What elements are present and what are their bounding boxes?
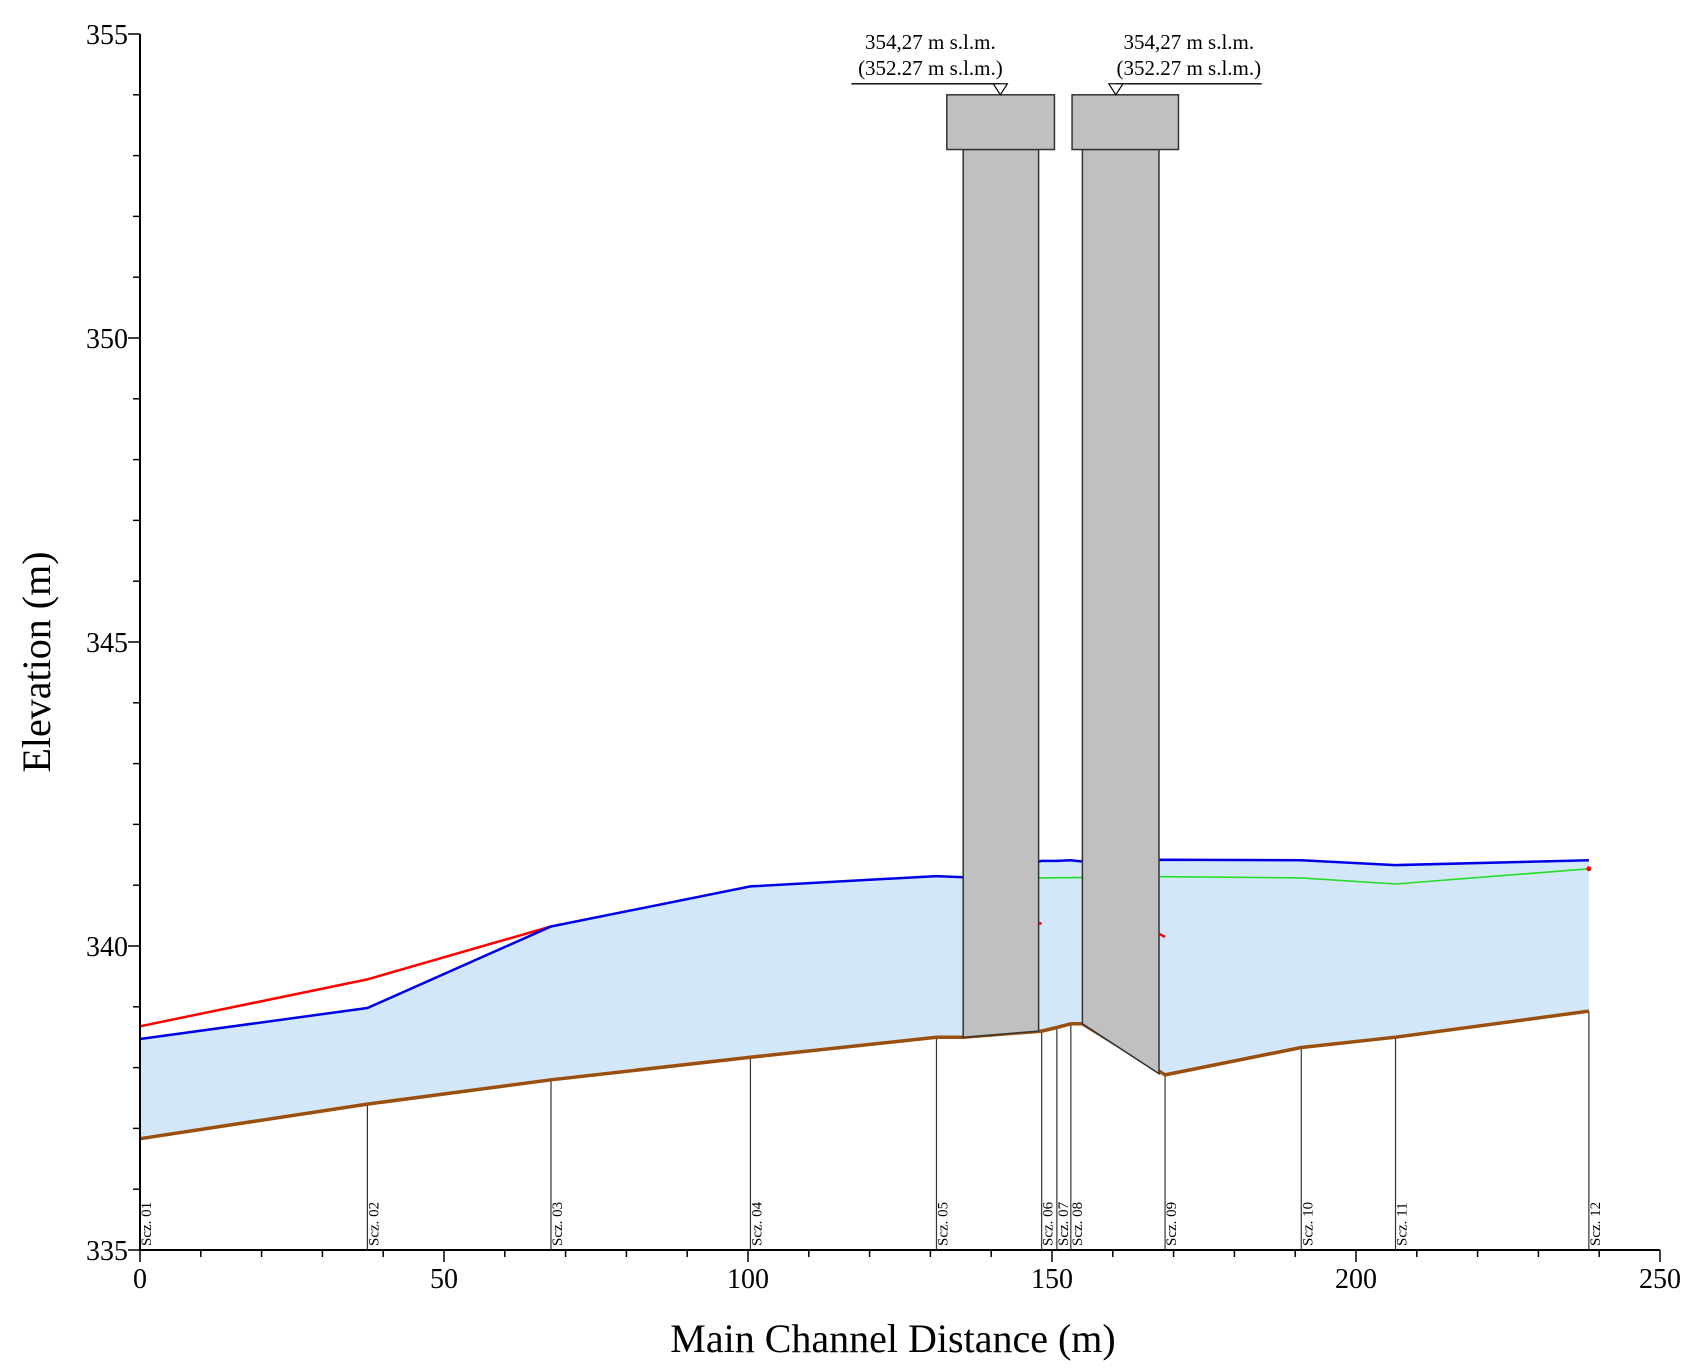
bridge-label-bottom-2: (352.27 m s.l.m.) <box>1116 56 1261 80</box>
x-tick-label-150: 150 <box>1031 1264 1073 1295</box>
y-tick-label-340: 340 <box>86 932 128 963</box>
bridge-marker-1 <box>992 83 1009 96</box>
section-label-2: Scz. 02 <box>366 1202 382 1246</box>
bridge-deck-1 <box>946 94 1056 151</box>
section-label-9: Scz. 09 <box>1164 1202 1180 1246</box>
water-surface-line <box>139 858 1589 1041</box>
bridge-label-bottom-1: (352.27 m s.l.m.) <box>858 56 1003 80</box>
bridge-label-top-2: 354,27 m s.l.m. <box>1123 30 1254 54</box>
section-label-7: Scz. 07 <box>1056 1201 1072 1246</box>
bridge-deck-2 <box>1071 94 1180 151</box>
water-fill <box>140 859 1589 1139</box>
section-label-4: Scz. 04 <box>749 1201 765 1246</box>
y-tick-label-335: 335 <box>86 1236 128 1267</box>
labels-layer: Scz. 01 Scz. 02 Scz. 03 Scz. 04 Scz. 05 Scz. … <box>139 30 1604 1246</box>
x-tick-label-250: 250 <box>1639 1264 1681 1295</box>
section-label-1: Scz. 01 <box>139 1202 155 1246</box>
critical-depth-line-1 <box>139 925 552 1028</box>
y-tick-label-350: 350 <box>86 324 128 355</box>
y-tick-label-345: 345 <box>86 628 128 659</box>
bridge-pier-2 <box>1081 148 1160 1076</box>
x-tick-label-0: 0 <box>133 1264 147 1295</box>
x-tick-label-50: 50 <box>430 1264 458 1295</box>
section-label-8: Scz. 08 <box>1070 1202 1086 1246</box>
section-label-11: Scz. 11 <box>1395 1202 1411 1246</box>
section-label-6: Scz. 06 <box>1041 1201 1057 1246</box>
axes-layer: 335 340 345 350 355 0 50 100 150 200 250 <box>86 20 1681 1295</box>
section-label-12: Scz. 12 <box>1588 1202 1604 1246</box>
bridge-marker-2 <box>1107 83 1124 96</box>
y-tick-label-355: 355 <box>86 20 128 51</box>
section-lines-layer <box>139 1011 1590 1250</box>
bridge-label-top-1: 354,27 m s.l.m. <box>865 30 996 54</box>
section-label-3: Scz. 03 <box>550 1202 566 1246</box>
ground-line <box>139 1009 1590 1141</box>
section-label-10: Scz. 10 <box>1300 1202 1316 1246</box>
section-label-5: Scz. 05 <box>936 1202 952 1246</box>
y-axis-title: Elevation (m) <box>14 551 59 772</box>
x-tick-label-100: 100 <box>727 1264 769 1295</box>
x-axis-title: Main Channel Distance (m) <box>670 1316 1115 1361</box>
x-tick-label-200: 200 <box>1335 1264 1377 1295</box>
bridge-pier-1 <box>962 148 1040 1039</box>
profile-lines-layer <box>139 858 1592 1141</box>
critical-depth-point-4 <box>1586 866 1592 872</box>
bridges-layer <box>851 83 1262 1076</box>
water-fill-layer <box>140 859 1589 1139</box>
